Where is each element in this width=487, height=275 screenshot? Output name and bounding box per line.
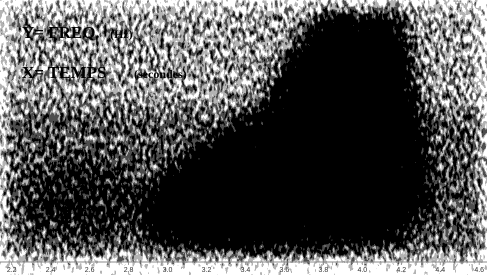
x-tick-label: 3.0 [163,267,173,274]
x-tick-label: 2.6 [85,267,95,274]
y-label-unit: (Hz) [110,27,133,41]
x-tick-label: 2.4 [46,267,56,274]
x-tick-label: 3.6 [280,267,290,274]
x-tick-label: 2.8 [124,267,134,274]
x-tick-label: 3.4 [241,267,251,274]
x-tick-label: 4.4 [435,267,445,274]
x-tick-label: 3.8 [319,267,329,274]
x-label-main: X= TEMPS [22,63,106,82]
y-label-main: Y= FREQ. [22,23,100,42]
x-tick-label: 2.2 [7,267,17,274]
x-label-unit: (secondes) [134,67,187,81]
x-tick-label: 4.2 [396,267,406,274]
x-tick-label: 4.0 [357,267,367,274]
chart: Y= FREQ. (Hz) X= TEMPS (secondes) 2.2 2.4… [0,0,487,275]
x-tick-label: 3.2 [202,267,212,274]
x-tick-label: 4.6 [474,267,484,274]
